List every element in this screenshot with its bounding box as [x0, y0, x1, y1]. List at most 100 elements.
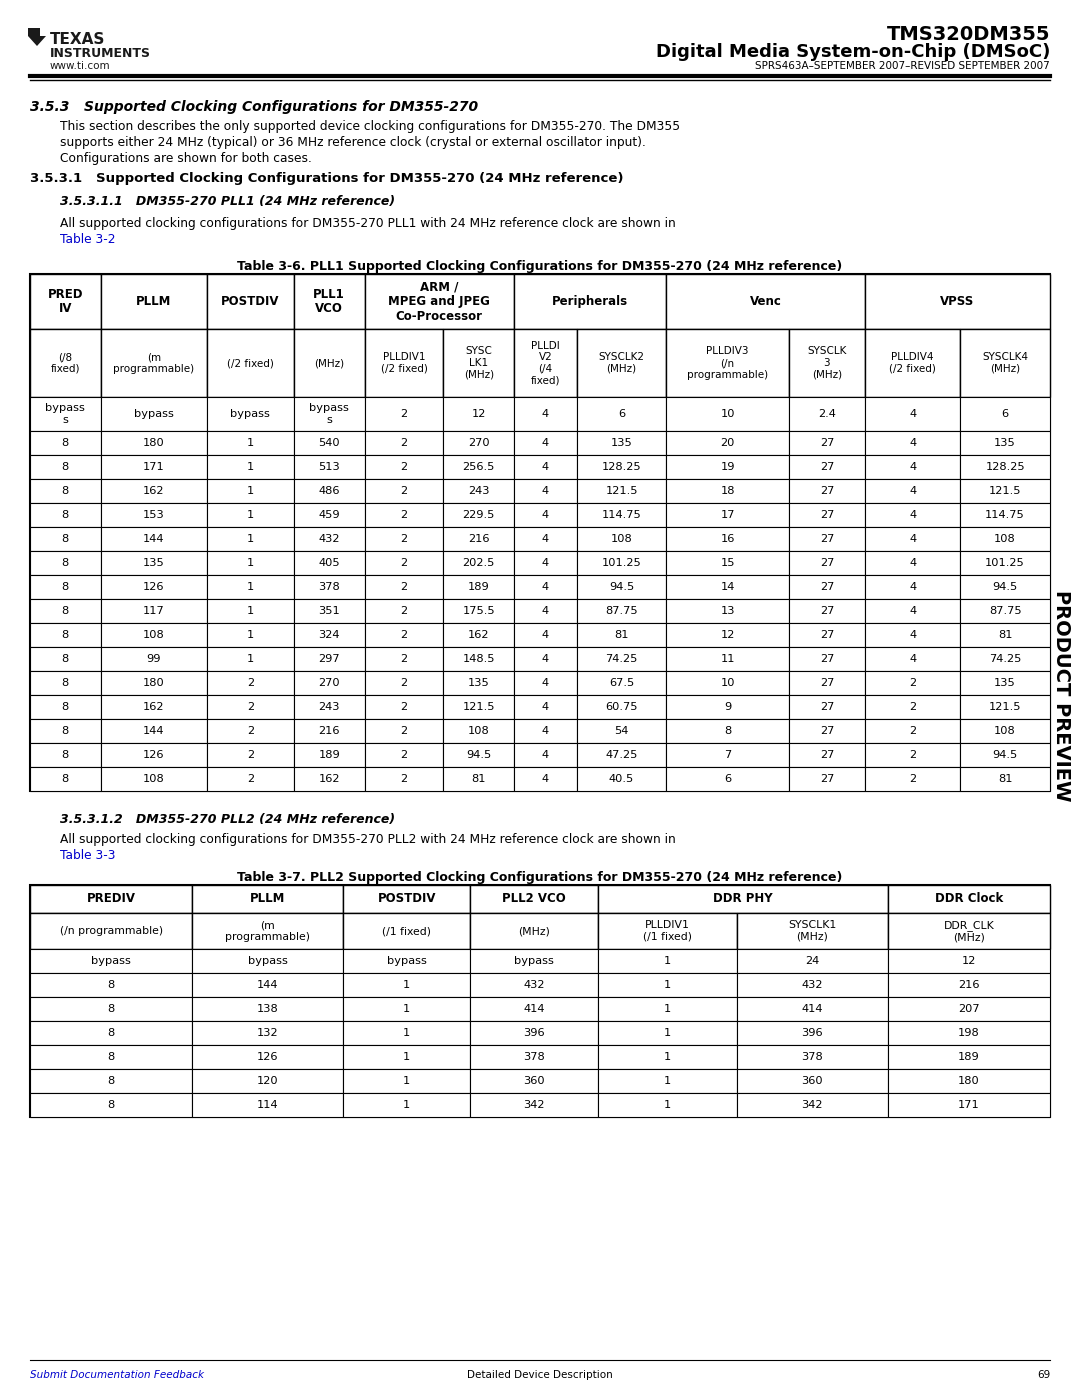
Bar	[514, 671, 577, 694]
Bar	[865, 527, 960, 550]
Text: 162: 162	[468, 630, 489, 640]
Text: 4: 4	[909, 606, 916, 616]
Text: 360: 360	[801, 1076, 823, 1085]
Bar	[788, 432, 865, 455]
Bar	[100, 694, 206, 719]
Bar	[444, 743, 514, 767]
Text: (m
programmable): (m programmable)	[225, 921, 310, 942]
Bar	[666, 550, 788, 576]
Text: 4: 4	[542, 606, 549, 616]
Text: 81: 81	[615, 630, 629, 640]
Text: 2: 2	[401, 606, 407, 616]
Bar	[888, 997, 1050, 1021]
Bar	[100, 550, 206, 576]
Bar	[30, 397, 100, 432]
Text: 171: 171	[143, 462, 164, 472]
Text: DDR_CLK
(MHz): DDR_CLK (MHz)	[944, 919, 995, 942]
Text: 126: 126	[143, 583, 164, 592]
Text: 4: 4	[542, 630, 549, 640]
Bar	[960, 743, 1050, 767]
Text: INSTRUMENTS: INSTRUMENTS	[50, 47, 151, 60]
Text: 1: 1	[246, 462, 254, 472]
Bar	[365, 743, 444, 767]
Bar	[294, 330, 365, 397]
Bar	[444, 527, 514, 550]
Text: 4: 4	[542, 654, 549, 664]
Bar	[30, 550, 100, 576]
Bar	[666, 503, 788, 527]
Bar	[888, 1092, 1050, 1118]
Text: 396: 396	[524, 1028, 545, 1038]
Text: 256.5: 256.5	[462, 462, 495, 472]
Bar	[666, 397, 788, 432]
Text: PLLM: PLLM	[249, 893, 285, 905]
Bar	[598, 886, 888, 914]
Bar	[960, 330, 1050, 397]
Text: 17: 17	[720, 510, 734, 520]
Bar	[192, 1092, 343, 1118]
Text: 4: 4	[542, 774, 549, 784]
Bar	[30, 1021, 192, 1045]
Text: PRODUCT PREVIEW: PRODUCT PREVIEW	[1053, 590, 1071, 802]
Text: 297: 297	[319, 654, 340, 664]
Bar	[888, 1045, 1050, 1069]
Text: Configurations are shown for both cases.: Configurations are shown for both cases.	[60, 152, 312, 165]
Text: 8: 8	[108, 1004, 114, 1014]
Text: Table 3-2: Table 3-2	[60, 233, 116, 246]
Text: 4: 4	[542, 486, 549, 496]
Text: 1: 1	[664, 1052, 671, 1062]
Bar	[865, 455, 960, 479]
Text: Peripherals: Peripherals	[552, 295, 629, 307]
Bar	[960, 576, 1050, 599]
Text: DDR PHY: DDR PHY	[713, 893, 772, 905]
Bar	[577, 767, 666, 791]
Text: VPSS: VPSS	[941, 295, 974, 307]
Text: 87.75: 87.75	[989, 606, 1022, 616]
Text: 2: 2	[909, 703, 916, 712]
Text: 2: 2	[401, 630, 407, 640]
Text: 2: 2	[401, 557, 407, 569]
Text: 121.5: 121.5	[606, 486, 638, 496]
Text: 117: 117	[143, 606, 164, 616]
Bar	[598, 1045, 737, 1069]
Text: (/1 fixed): (/1 fixed)	[382, 926, 431, 936]
Bar	[865, 479, 960, 503]
Text: 2: 2	[401, 703, 407, 712]
Text: 27: 27	[820, 774, 834, 784]
Text: 2: 2	[401, 486, 407, 496]
Text: 4: 4	[542, 510, 549, 520]
Text: PLLDI
V2
(/4
fixed): PLLDI V2 (/4 fixed)	[530, 341, 561, 386]
Text: 351: 351	[319, 606, 340, 616]
Bar	[30, 949, 192, 972]
Bar	[294, 623, 365, 647]
Text: 24: 24	[806, 956, 820, 965]
Text: All supported clocking configurations for DM355-270 PLL2 with 24 MHz reference c: All supported clocking configurations fo…	[60, 833, 676, 847]
Text: 120: 120	[257, 1076, 279, 1085]
Text: 342: 342	[801, 1099, 823, 1111]
Bar	[294, 599, 365, 623]
Bar	[577, 527, 666, 550]
Text: bypass: bypass	[514, 956, 554, 965]
Bar	[444, 550, 514, 576]
Bar	[514, 432, 577, 455]
Text: 162: 162	[319, 774, 340, 784]
Bar	[192, 949, 343, 972]
Text: 99: 99	[147, 654, 161, 664]
Text: 6: 6	[1001, 409, 1009, 419]
Bar	[365, 647, 444, 671]
Text: 2: 2	[909, 750, 916, 760]
Text: 2: 2	[401, 726, 407, 736]
Text: 432: 432	[319, 534, 340, 543]
Bar	[100, 479, 206, 503]
Bar	[100, 503, 206, 527]
Text: 8: 8	[62, 703, 69, 712]
Text: (/n programmable): (/n programmable)	[59, 926, 163, 936]
Text: SYSCLK4
(MHz): SYSCLK4 (MHz)	[982, 352, 1028, 374]
Text: Submit Documentation Feedback: Submit Documentation Feedback	[30, 1370, 204, 1380]
Bar	[514, 527, 577, 550]
Bar	[444, 599, 514, 623]
Text: 138: 138	[257, 1004, 279, 1014]
Bar	[365, 576, 444, 599]
Text: 12: 12	[720, 630, 734, 640]
Bar	[788, 330, 865, 397]
